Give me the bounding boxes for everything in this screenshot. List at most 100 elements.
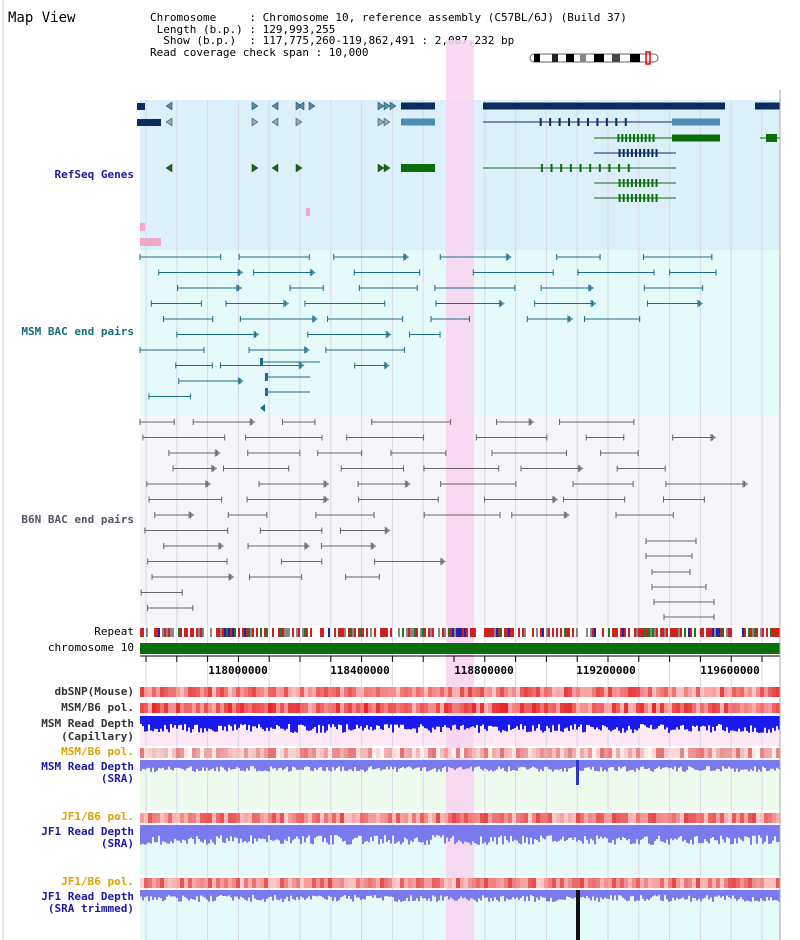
- pol-cell: [156, 703, 160, 713]
- pol-cell: [280, 748, 284, 758]
- depth-bar: [176, 760, 178, 768]
- msm-depth-capillary-label[interactable]: MSM Read Depth: [41, 717, 134, 730]
- b6n-bac-label[interactable]: B6N BAC end pairs: [21, 513, 134, 526]
- depth-bar: [592, 825, 594, 841]
- pol-cell: [272, 687, 276, 697]
- depth-bar: [548, 825, 550, 836]
- depth-bar: [738, 890, 740, 899]
- pol-cell: [256, 748, 260, 758]
- jf1-b6-pol-2-label[interactable]: JF1/B6 pol.: [61, 875, 134, 888]
- pol-cell: [320, 878, 324, 888]
- depth-bar: [186, 716, 188, 732]
- refseq-genes[interactable]: [137, 101, 780, 246]
- repeat-mark: [498, 628, 500, 637]
- pol-cell: [632, 687, 636, 697]
- repeat-mark: [246, 628, 248, 637]
- depth-bar: [584, 760, 586, 768]
- pol-cell: [404, 878, 408, 888]
- depth-bar: [146, 890, 148, 897]
- depth-bar: [364, 760, 366, 772]
- pol-cell: [768, 878, 772, 888]
- repeat-mark: [164, 628, 166, 637]
- pol-cell: [572, 687, 576, 697]
- pol-cell: [700, 878, 704, 888]
- depth-bar: [774, 890, 776, 901]
- pol-cell: [168, 703, 172, 713]
- gene-feature: [401, 118, 435, 126]
- pol-cell: [164, 878, 168, 888]
- depth-bar: [610, 716, 612, 732]
- repeat-mark: [224, 628, 226, 637]
- depth-bar: [250, 716, 252, 732]
- depth-bar: [416, 760, 418, 768]
- depth-bar: [404, 716, 406, 730]
- depth-bar: [640, 890, 642, 896]
- depth-bar: [414, 890, 416, 901]
- depth-bar: [260, 825, 262, 839]
- depth-bar: [142, 760, 144, 769]
- gene-arrow: [271, 101, 279, 111]
- pol-cell: [756, 687, 760, 697]
- pol-cell: [532, 703, 536, 713]
- repeat-mark: [500, 628, 502, 637]
- msm-b6-pol-label[interactable]: MSM/B6 pol.: [61, 701, 134, 714]
- pol-cell: [252, 878, 256, 888]
- jf1-depth-trim-label[interactable]: JF1 Read Depth: [41, 890, 134, 903]
- pol-cell: [532, 813, 536, 823]
- pol-cell: [176, 748, 180, 758]
- msm-bac-pairs[interactable]: [139, 253, 717, 412]
- gene-exon: [648, 134, 651, 142]
- msm-depth-sra-label[interactable]: MSM Read Depth: [41, 760, 134, 773]
- depth-bar: [514, 890, 516, 899]
- depth-bar: [750, 760, 752, 770]
- repeat-mark: [688, 628, 690, 637]
- pol-cell: [576, 813, 580, 823]
- chromosome-ideogram[interactable]: [529, 51, 659, 65]
- pol-cell: [616, 687, 620, 697]
- depth-bar: [762, 716, 764, 733]
- pol-cell: [564, 748, 568, 758]
- depth-bar: [542, 890, 544, 898]
- pol-cell: [748, 703, 752, 713]
- b6n-bac-pairs[interactable]: [139, 418, 749, 620]
- pol-cell: [556, 703, 560, 713]
- pol-cell: [400, 813, 404, 823]
- depth-bar: [248, 825, 250, 842]
- depth-bar: [410, 760, 412, 768]
- depth-bar: [710, 716, 712, 733]
- depth-bar: [718, 890, 720, 896]
- gene-arrow: [308, 101, 316, 111]
- repeat-mark: [242, 628, 244, 637]
- depth-bar: [156, 825, 158, 843]
- gene-arrow: [383, 101, 391, 111]
- msm-bac-label[interactable]: MSM BAC end pairs: [21, 325, 134, 338]
- msm-b6-pol-sra-label[interactable]: MSM/B6 pol.: [61, 745, 134, 758]
- depth-bar: [540, 716, 542, 731]
- depth-bar: [230, 760, 232, 770]
- pol-cell: [456, 748, 460, 758]
- highlight-region[interactable]: [446, 40, 474, 940]
- depth-bar: [654, 825, 656, 841]
- depth-bar: [518, 760, 520, 768]
- depth-bar: [702, 825, 704, 843]
- depth-bar: [562, 716, 564, 733]
- gene-exon: [615, 118, 618, 126]
- pol-cell: [300, 813, 304, 823]
- depth-bar: [670, 890, 672, 902]
- depth-bar: [402, 825, 404, 843]
- jf1-b6-pol-label[interactable]: JF1/B6 pol.: [61, 810, 134, 823]
- dbsnp-label[interactable]: dbSNP(Mouse): [54, 685, 134, 698]
- depth-bar: [330, 716, 332, 728]
- pol-cell: [240, 748, 244, 758]
- gene-exon: [640, 134, 643, 142]
- jf1-depth-sra-label[interactable]: JF1 Read Depth: [41, 825, 134, 838]
- pol-cell: [220, 813, 224, 823]
- depth-bar: [408, 716, 410, 730]
- depth-bar: [654, 760, 656, 770]
- depth-bar: [262, 760, 264, 771]
- depth-bar: [562, 825, 564, 837]
- repeat-mark: [278, 628, 280, 637]
- pol-cell: [340, 878, 344, 888]
- refseq-genes-label[interactable]: RefSeq Genes: [54, 168, 134, 181]
